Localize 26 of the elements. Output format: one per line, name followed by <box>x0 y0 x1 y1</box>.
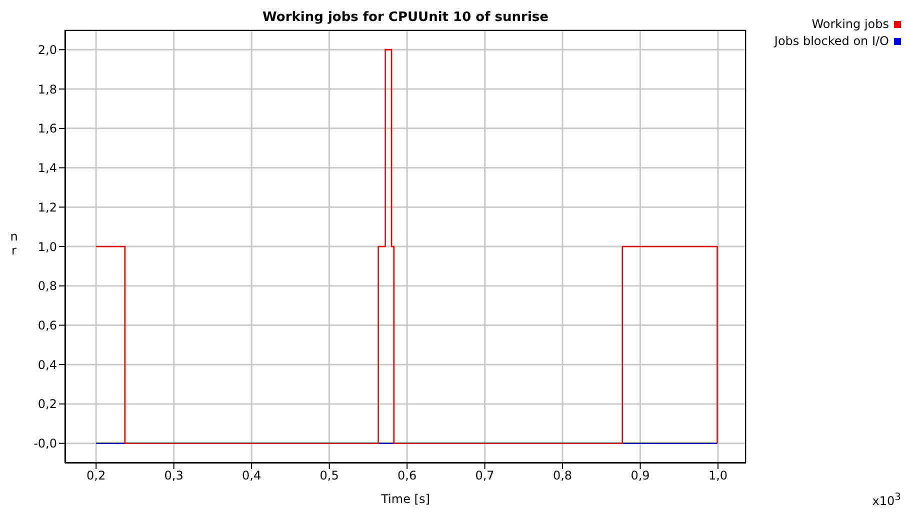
y-tick-label: 1,0 <box>38 240 57 254</box>
y-tick-label: 1,2 <box>38 200 57 214</box>
y-tick-label: 0,6 <box>38 318 57 332</box>
y-tick-label: 0,8 <box>38 279 57 294</box>
x-tick-label: 0,9 <box>630 468 650 483</box>
x-tick-label: 0,7 <box>475 468 494 483</box>
legend-label: Jobs blocked on I/O <box>774 33 889 50</box>
x-tick-label: 0,8 <box>552 468 572 483</box>
y-tick-label: 0,2 <box>38 397 57 412</box>
y-axis-title: nr <box>10 230 18 258</box>
legend-label: Working jobs <box>812 16 889 33</box>
x-tick-label: 0,2 <box>86 468 106 483</box>
y-tick-label: 1,8 <box>38 82 57 96</box>
y-tick-label: 1,4 <box>38 161 57 176</box>
x-tick-label: 1,0 <box>708 468 728 483</box>
y-tick-label: 0,4 <box>38 358 57 372</box>
y-tick-label: 1,6 <box>38 122 57 136</box>
text: x10$^{3}$ <box>872 492 901 508</box>
x-tick-label: 0,4 <box>242 468 262 483</box>
x-tick-label: 0,3 <box>164 468 184 483</box>
x-tick-label: 0,6 <box>398 468 417 483</box>
y-tick-label: -0,0 <box>34 436 57 451</box>
x-axis-title: Time [s] <box>380 492 430 506</box>
x-tick-label: 0,5 <box>320 468 339 483</box>
chart-title: Working jobs for CPUUnit 10 of sunrise <box>262 10 550 25</box>
y-tick-label: 2,0 <box>38 42 57 57</box>
